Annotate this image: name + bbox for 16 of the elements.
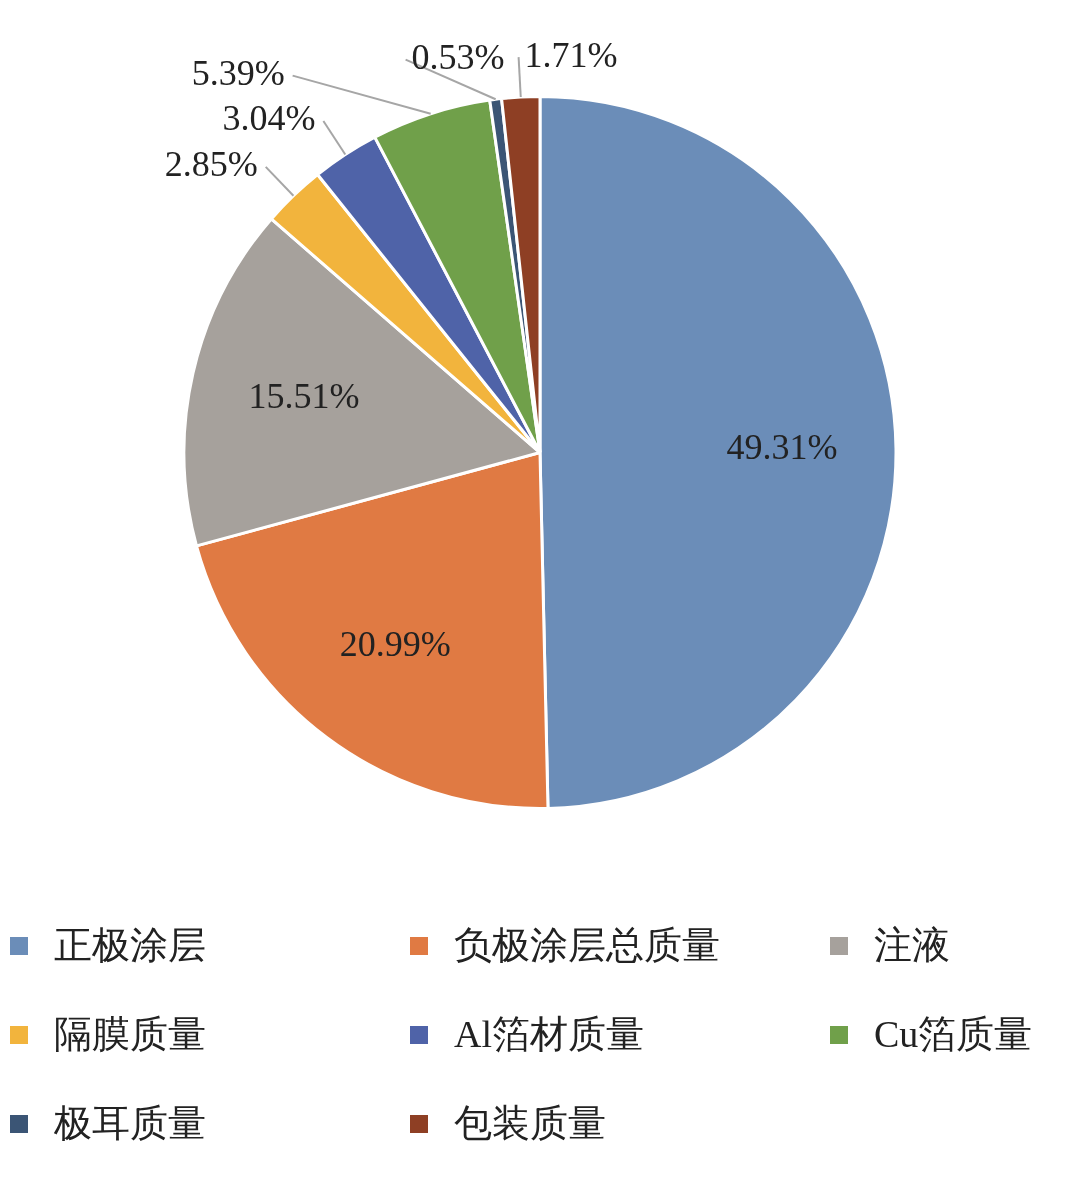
legend-label: Cu箔质量	[874, 1012, 1033, 1057]
data-label: 3.04%	[222, 98, 316, 139]
legend-label: 包装质量	[454, 1101, 606, 1146]
data-label: 1.71%	[524, 34, 618, 75]
legend-label: 正极涂层	[54, 923, 206, 968]
data-label: 5.39%	[191, 53, 285, 94]
legend-label: Al箔材质量	[454, 1012, 644, 1057]
data-label: 20.99%	[339, 623, 451, 664]
legend-label: 负极涂层总质量	[454, 923, 720, 968]
data-label: 0.53%	[411, 37, 505, 78]
legend-label: 极耳质量	[54, 1101, 206, 1146]
data-label: 2.85%	[164, 144, 258, 185]
data-label: 49.31%	[726, 427, 838, 468]
legend-label: 隔膜质量	[54, 1012, 206, 1057]
data-label: 15.51%	[248, 375, 360, 416]
legend-label: 注液	[874, 923, 950, 968]
